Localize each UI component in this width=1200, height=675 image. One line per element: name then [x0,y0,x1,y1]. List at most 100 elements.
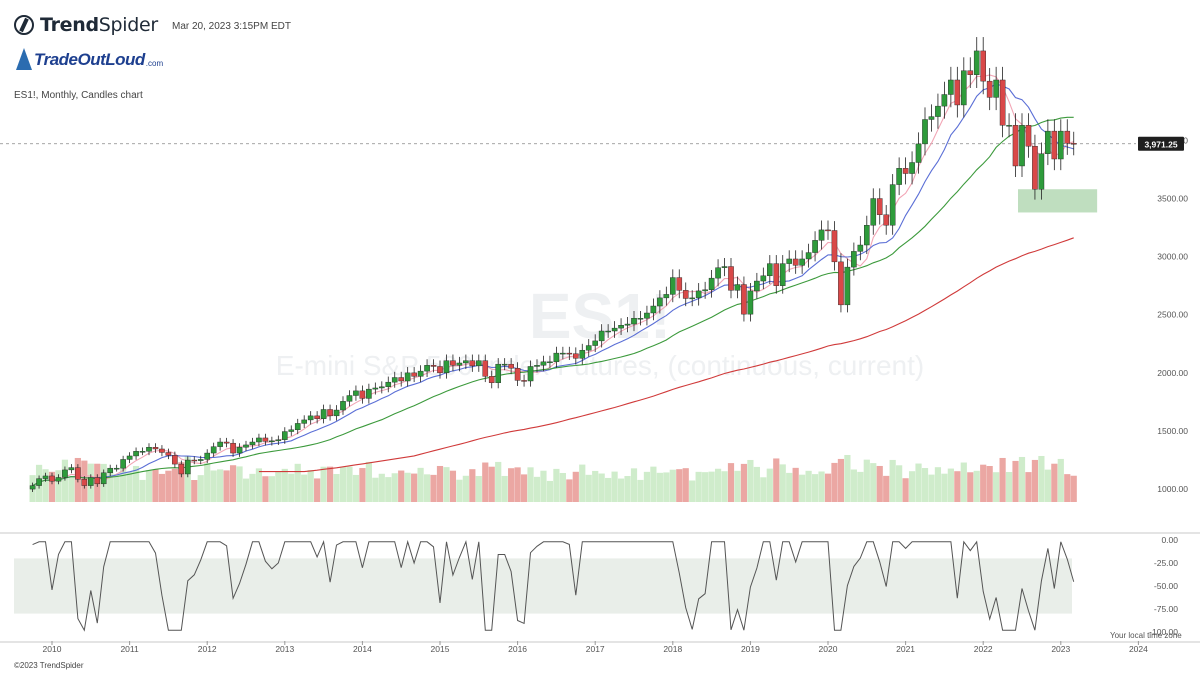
trendspider-logo: TrendSpider [14,14,158,36]
candle-body [825,229,831,232]
volume-bar [339,466,347,502]
candle-body [889,184,896,226]
volume-bar [255,468,263,502]
candle-body [838,261,844,306]
volume-bar [831,462,838,502]
volume-bar [191,480,198,502]
volume-bar [268,476,275,502]
x-tick-label: 2022 [974,644,993,654]
volume-bar [482,462,489,502]
x-tick-label: 2024 [1129,644,1148,654]
volume-bar [572,471,579,502]
candle-body [857,244,864,252]
candle-body [340,401,346,411]
candle-body [747,290,754,315]
candle-body [928,116,935,120]
candle-body [728,266,734,291]
brand-name-light: Spider [98,14,158,36]
candle-body [534,365,540,367]
volume-bar [223,470,230,502]
candle-body [805,252,812,260]
x-tick-label: 2021 [896,644,915,654]
volume-bar [980,464,987,502]
volume-bar [197,475,204,502]
x-tick-label: 2013 [275,644,294,654]
candle-body [573,353,579,359]
volume-bar [870,463,877,502]
candle-body [864,225,870,246]
volume-bar [508,468,515,502]
copyright: ©2023 TrendSpider [14,661,84,670]
volume-bar [605,477,612,502]
candle-body [792,258,799,266]
volume-bar [514,467,521,502]
candle-body [482,360,489,377]
volume-bar [1031,459,1039,502]
volume-bar [527,467,534,502]
candle-body [1012,125,1019,167]
candle-body [682,290,689,299]
candle-body [359,390,366,399]
candle-body [126,455,133,460]
candle-body [456,362,463,366]
candle-body [1070,143,1077,145]
candle-body [560,352,566,355]
candle-body [430,365,437,367]
candle-body [476,360,482,367]
candle-body [391,377,398,383]
volume-bar [889,459,896,502]
volume-bar [120,466,127,502]
candle-body [223,441,230,444]
candle-body [676,277,683,291]
candle-body [49,475,55,482]
watermark-name: E-mini S&P 500 Index Futures, (continuou… [276,350,924,381]
candle-body [670,277,676,295]
volume-bar [346,466,353,502]
volume-bar [663,472,670,502]
candle-body [256,437,262,443]
candle-body [379,386,385,389]
volume-bar [669,469,676,502]
candles [29,37,1077,492]
volume-bar [1070,475,1077,502]
volume-bar [314,478,321,502]
candle-body [94,477,101,485]
candle-body [954,79,961,106]
candle-body [159,448,165,453]
volume-bar [863,459,870,502]
volume-bar [553,468,560,502]
candle-body [980,50,986,82]
candle-body [754,280,760,292]
chart-subtitle: ES1!, Monthly, Candles chart [14,90,143,101]
candle-body [508,363,514,369]
volume-bar [824,473,832,502]
candle-body [689,297,695,300]
candle-body [605,330,611,333]
volume-bar [1038,455,1045,502]
candle-body [495,363,502,383]
candle-body [275,439,282,442]
volume-bar [766,468,773,502]
volume-bar [643,471,651,502]
volume-bar [411,473,418,502]
candle-body [327,409,333,417]
volume-bar [262,476,269,502]
volume-bar [294,463,301,502]
candle-body [1057,130,1064,160]
volume-bar [469,469,476,502]
volume-bar [837,458,845,502]
candle-body [812,240,818,253]
price-tick-label: 2500.00 [1157,310,1188,320]
oscillator-line [32,539,1075,632]
volume-bar [61,459,69,502]
candle-body [527,366,534,382]
price-tick-label: 1500.00 [1157,426,1188,436]
candle-body [896,168,902,185]
volume-bars [29,454,1077,502]
candle-body [644,312,650,319]
volume-bar [475,475,482,502]
oscillator-band [14,558,1072,614]
volume-bar [359,468,366,502]
brand-name-bold: Trend [40,14,99,36]
